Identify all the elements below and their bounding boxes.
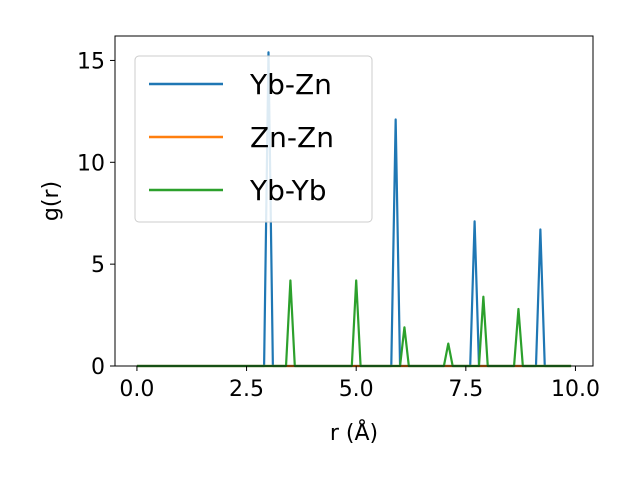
x-tick-label: 10.0 [551, 377, 600, 402]
x-axis-label: r (Å) [330, 419, 378, 446]
x-tick-label: 2.5 [229, 377, 264, 402]
legend-label-yb-zn: Yb-Zn [249, 68, 332, 101]
y-axis-ticks: 0 5 10 15 [77, 49, 115, 380]
plot-frame [114, 35, 594, 367]
y-tick-label: 0 [91, 355, 105, 380]
y-tick-label: 15 [77, 49, 105, 74]
x-axis-ticks: 0.0 2.5 5.0 7.5 10.0 [119, 366, 600, 402]
legend-box [134, 55, 373, 223]
y-tick-label: 5 [91, 253, 105, 278]
y-tick-label: 10 [77, 151, 105, 176]
x-tick-label: 5.0 [339, 377, 374, 402]
legend-label-zn-zn: Zn-Zn [250, 121, 334, 154]
legend-label-yb-yb: Yb-Yb [249, 174, 327, 207]
x-tick-label: 7.5 [448, 377, 483, 402]
x-tick-label: 0.0 [119, 377, 154, 402]
y-axis-label: g(r) [39, 181, 64, 221]
legend: Yb-Zn Zn-Zn Yb-Yb [134, 55, 373, 223]
